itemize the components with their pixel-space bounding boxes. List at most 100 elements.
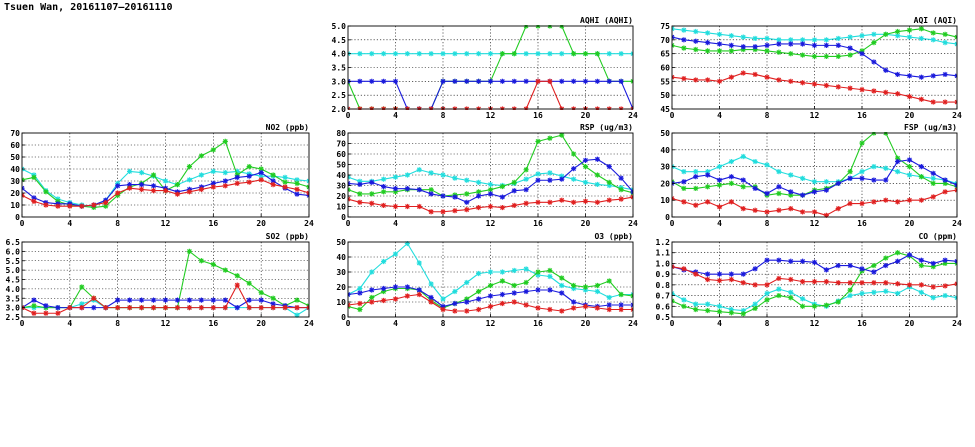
o3-chart: 0 4 8 12 16 20 24 0 10 20 30 40 50 O3 (ppb) (336, 232, 638, 328)
rsp-cyan-point (571, 176, 577, 182)
x-tick-label: 16 (857, 319, 867, 328)
co-red-point (918, 282, 924, 288)
x-tick-label: 8 (441, 319, 446, 328)
co-red-point (823, 279, 829, 285)
o3-cyan-point (440, 296, 446, 302)
no2-cyan-point (138, 170, 145, 176)
y-tick-label: 20 (10, 189, 20, 198)
no2-blue-point (258, 170, 264, 176)
o3-blue-point (499, 291, 505, 298)
co-blue-point (859, 266, 865, 272)
aqhi-green-point (499, 51, 505, 57)
x-tick-label: 8 (115, 319, 120, 328)
fsp-cyan-point (681, 169, 687, 175)
o3-blue-point (452, 300, 458, 307)
rsp-red-point (606, 197, 612, 203)
no2-cyan-point (127, 168, 133, 174)
o3-blue-point (440, 303, 446, 310)
aqhi-cyan-point (381, 51, 387, 57)
rsp-red-point (392, 203, 399, 210)
fsp-red-point (740, 206, 746, 212)
aqi-green-point (918, 26, 924, 32)
o3-cyan-point (452, 288, 458, 295)
aqhi-cyan-point (487, 51, 494, 57)
aqhi-cyan-point (606, 51, 612, 57)
x-tick-label: 0 (346, 111, 351, 120)
co-chart: 0 4 8 12 16 20 24 0.5 0.60.7 0.8 0.9 1.01.1 1.2 CO (p… (656, 232, 962, 328)
aqhi-blue-point (499, 78, 505, 84)
o3-green-point (523, 279, 529, 286)
co-red-point (942, 283, 948, 289)
no2-red-point (103, 200, 109, 206)
aqi-green-point (716, 48, 723, 54)
o3-blue-point (487, 293, 494, 299)
so2-green-point (234, 273, 240, 279)
rsp-blue-point (511, 188, 517, 194)
aqi-red-point (800, 80, 806, 86)
o3-red-point (547, 306, 553, 313)
aqi-red-point (705, 77, 711, 83)
x-tick-label: 0 (20, 319, 25, 328)
fsp-blue-point (847, 175, 853, 181)
no2-green-point (103, 203, 109, 209)
y-tick-label: 65 (660, 50, 670, 59)
y-tick-label: 40 (336, 253, 346, 262)
no2-blue-point (138, 182, 145, 188)
x-tick-label: 4 (393, 319, 398, 328)
so2-blue-point (150, 297, 157, 303)
o3-green-point (487, 282, 494, 289)
no2-green-point (246, 164, 252, 170)
y-tick-label: 6.5 (6, 238, 21, 247)
aqi-cyan-point (823, 37, 829, 43)
so2-blue-point (115, 297, 121, 303)
o3-cyan-point (606, 294, 612, 301)
aqhi-cyan-point (357, 51, 363, 57)
no2-cyan-point (198, 172, 204, 178)
so2-blue-point (43, 303, 49, 309)
no2-cyan-point (282, 174, 288, 180)
o3-red-point (535, 305, 541, 311)
no2-red-point (174, 191, 181, 197)
rsp-red-point (547, 199, 553, 205)
o3-blue-point (476, 296, 482, 302)
rsp-green-point (511, 179, 517, 185)
no2-red-point (91, 202, 97, 208)
so2-blue-point (234, 305, 240, 311)
o3-red-point (476, 306, 482, 313)
rsp-blue-point (547, 177, 553, 183)
aqhi-cyan-point (476, 51, 482, 57)
o3-red-point (606, 306, 612, 313)
o3-cyan-point (547, 273, 553, 280)
rsp-blue-point (416, 187, 422, 193)
y-tick-label: 0.6 (656, 302, 671, 311)
aqi-green-point (811, 53, 818, 60)
aqhi-blue-point (618, 78, 624, 84)
co-cyan-point (930, 295, 936, 301)
so2-green-point (198, 258, 204, 264)
y-tick-label: 10 (10, 201, 20, 210)
rsp-cyan-point (476, 179, 482, 185)
x-tick-label: 0 (670, 319, 675, 328)
aqi-cyan-point (847, 34, 853, 40)
y-tick-label: 6.0 (6, 247, 21, 256)
x-tick-label: 4 (67, 219, 72, 228)
aqi-blue-point (895, 71, 901, 78)
aqhi-blue-point (487, 78, 494, 84)
co-cyan-point (883, 288, 889, 294)
so2-green-point (258, 290, 264, 296)
fsp-blue-point (906, 157, 913, 163)
co-red-point (728, 276, 734, 283)
aqi-green-point (823, 53, 829, 60)
aqi-red-point (740, 70, 746, 76)
co-red-point (871, 280, 877, 286)
aqi-green-point (705, 48, 711, 54)
rsp-cyan-point (606, 182, 612, 189)
aqhi-cyan-point (452, 51, 458, 57)
aqhi-cyan-point (369, 51, 375, 57)
x-tick-label: 12 (810, 219, 820, 228)
aqhi-blue-point (381, 78, 387, 84)
fsp-red-point (942, 189, 948, 195)
rsp-red-point (618, 196, 624, 202)
